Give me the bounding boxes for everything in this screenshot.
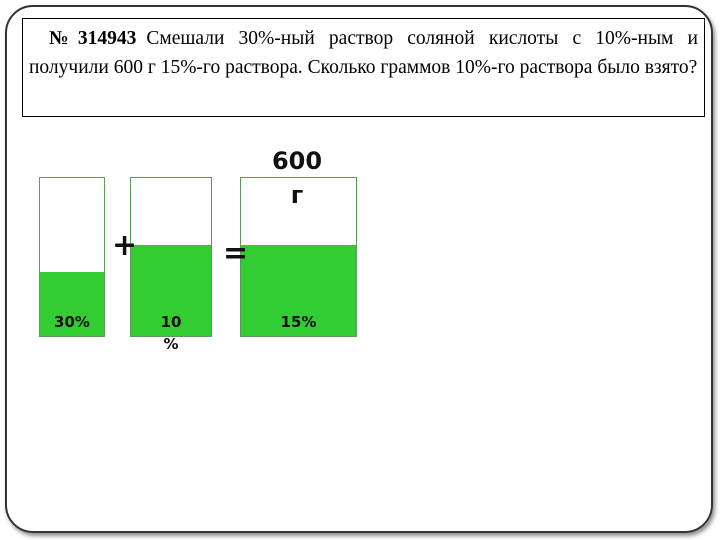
slide-frame (5, 5, 713, 533)
task-text: Смешали 30%-ный раствор соляной кислоты … (29, 28, 698, 78)
task-number: №314943 (49, 28, 137, 49)
beaker (130, 177, 212, 337)
liquid (241, 245, 356, 336)
plus-sign: + (112, 228, 138, 263)
beaker (39, 177, 105, 337)
beaker-label: 30% (54, 313, 90, 331)
liquid (40, 272, 104, 336)
equals-sign: = (223, 236, 249, 271)
beaker-label: 10 % (160, 313, 182, 353)
task-box: №314943 Смешали 30%-ный раствор соляной к… (22, 18, 705, 117)
beaker (240, 177, 357, 337)
mixture-mass: 600 г (271, 147, 323, 209)
liquid (131, 245, 211, 336)
beaker-label: 15% (280, 313, 317, 331)
